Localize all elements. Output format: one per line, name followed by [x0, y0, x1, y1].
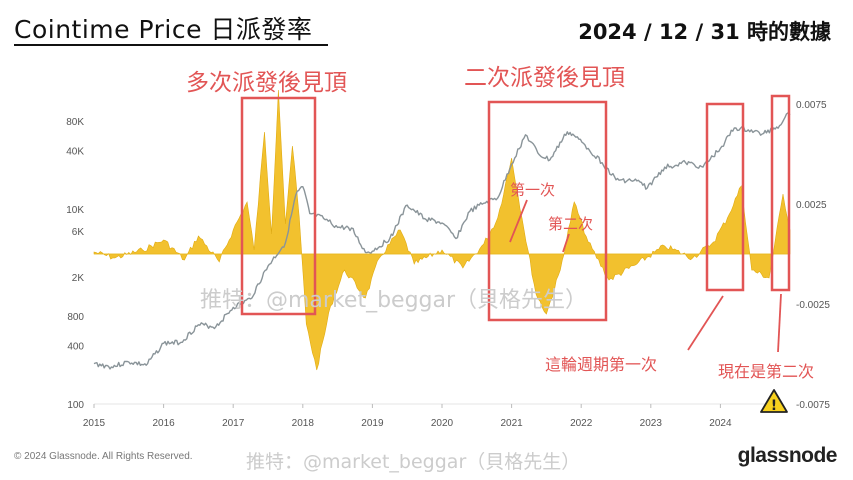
x-tick-label: 2020 — [431, 418, 454, 429]
y-right-tick-label: -0.0025 — [796, 300, 830, 311]
x-tick-label: 2023 — [640, 418, 663, 429]
distribution-rate-area — [93, 89, 791, 371]
x-tick-label: 2015 — [83, 418, 106, 429]
price-line — [93, 112, 791, 370]
data-date: 2024 / 12 / 31 時的數據 — [578, 20, 831, 44]
cycle-label: 這輪週期第一次 — [545, 355, 657, 374]
x-tick-label: 2024 — [709, 418, 732, 429]
now-label: 現在是第二次 — [718, 362, 814, 381]
box-2017-top — [240, 96, 317, 316]
second-label: 第二次 — [548, 215, 593, 233]
chart-title: Cointime Price 日派發率 — [14, 15, 313, 44]
axis-layer: 2015 2016 2017 2018 2019 2020 2021 2022 2023 2024… — [66, 100, 830, 429]
x-tick-label: 2016 — [152, 418, 175, 429]
warning-icon: ! — [760, 389, 788, 414]
y-left-tick-label: 10K — [66, 205, 84, 216]
x-tick-label: 2021 — [500, 418, 523, 429]
y-left-tick-label: 100 — [67, 400, 84, 411]
y-left-tick-label: 6K — [72, 227, 85, 238]
y-right-tick-label: -0.0075 — [796, 400, 830, 411]
y-right-tick-label: 0.0025 — [796, 200, 827, 211]
first-label: 第一次 — [510, 181, 555, 199]
second-arrow — [562, 233, 570, 253]
watermark-center: 推特：@market_beggar（貝格先生） — [200, 288, 588, 313]
y-left-tick-label: 800 — [67, 312, 84, 323]
watermark-bottom: 推特：@market_beggar（貝格先生） — [246, 451, 581, 473]
price-layer — [93, 112, 791, 370]
warning-symbol: ! — [771, 398, 777, 414]
y-left-tick-label: 40K — [66, 146, 84, 157]
box-2024-second — [770, 94, 791, 292]
annotation-layer: 多次派發後見頂 二次派發後見頂 第一次 第二次 這輪週期第一次 現在是第二次 ! — [186, 65, 814, 414]
cycle-arrow — [687, 295, 724, 351]
now-arrow — [777, 293, 782, 353]
y-left-tick-label: 2K — [72, 273, 85, 284]
glassnode-logo: glassnode — [737, 444, 838, 467]
y-left-tick-label: 80K — [66, 117, 84, 128]
y-right-tick-label: 0.0075 — [796, 100, 827, 111]
copyright-text: © 2024 Glassnode. All Rights Reserved. — [14, 451, 193, 462]
y-left-tick-label: 400 — [67, 341, 84, 352]
box1-label: 多次派發後見頂 — [186, 70, 347, 96]
first-arrow — [509, 199, 528, 243]
x-tick-label: 2022 — [570, 418, 593, 429]
box2-label: 二次派發後見頂 — [464, 65, 625, 91]
distribution-rate-layer — [93, 89, 791, 371]
x-tick-label: 2019 — [361, 418, 384, 429]
box-2024-first — [705, 102, 745, 292]
title-underline — [14, 44, 328, 46]
box-2021-top — [487, 100, 608, 322]
x-tick-label: 2018 — [292, 418, 315, 429]
x-tick-label: 2017 — [222, 418, 245, 429]
